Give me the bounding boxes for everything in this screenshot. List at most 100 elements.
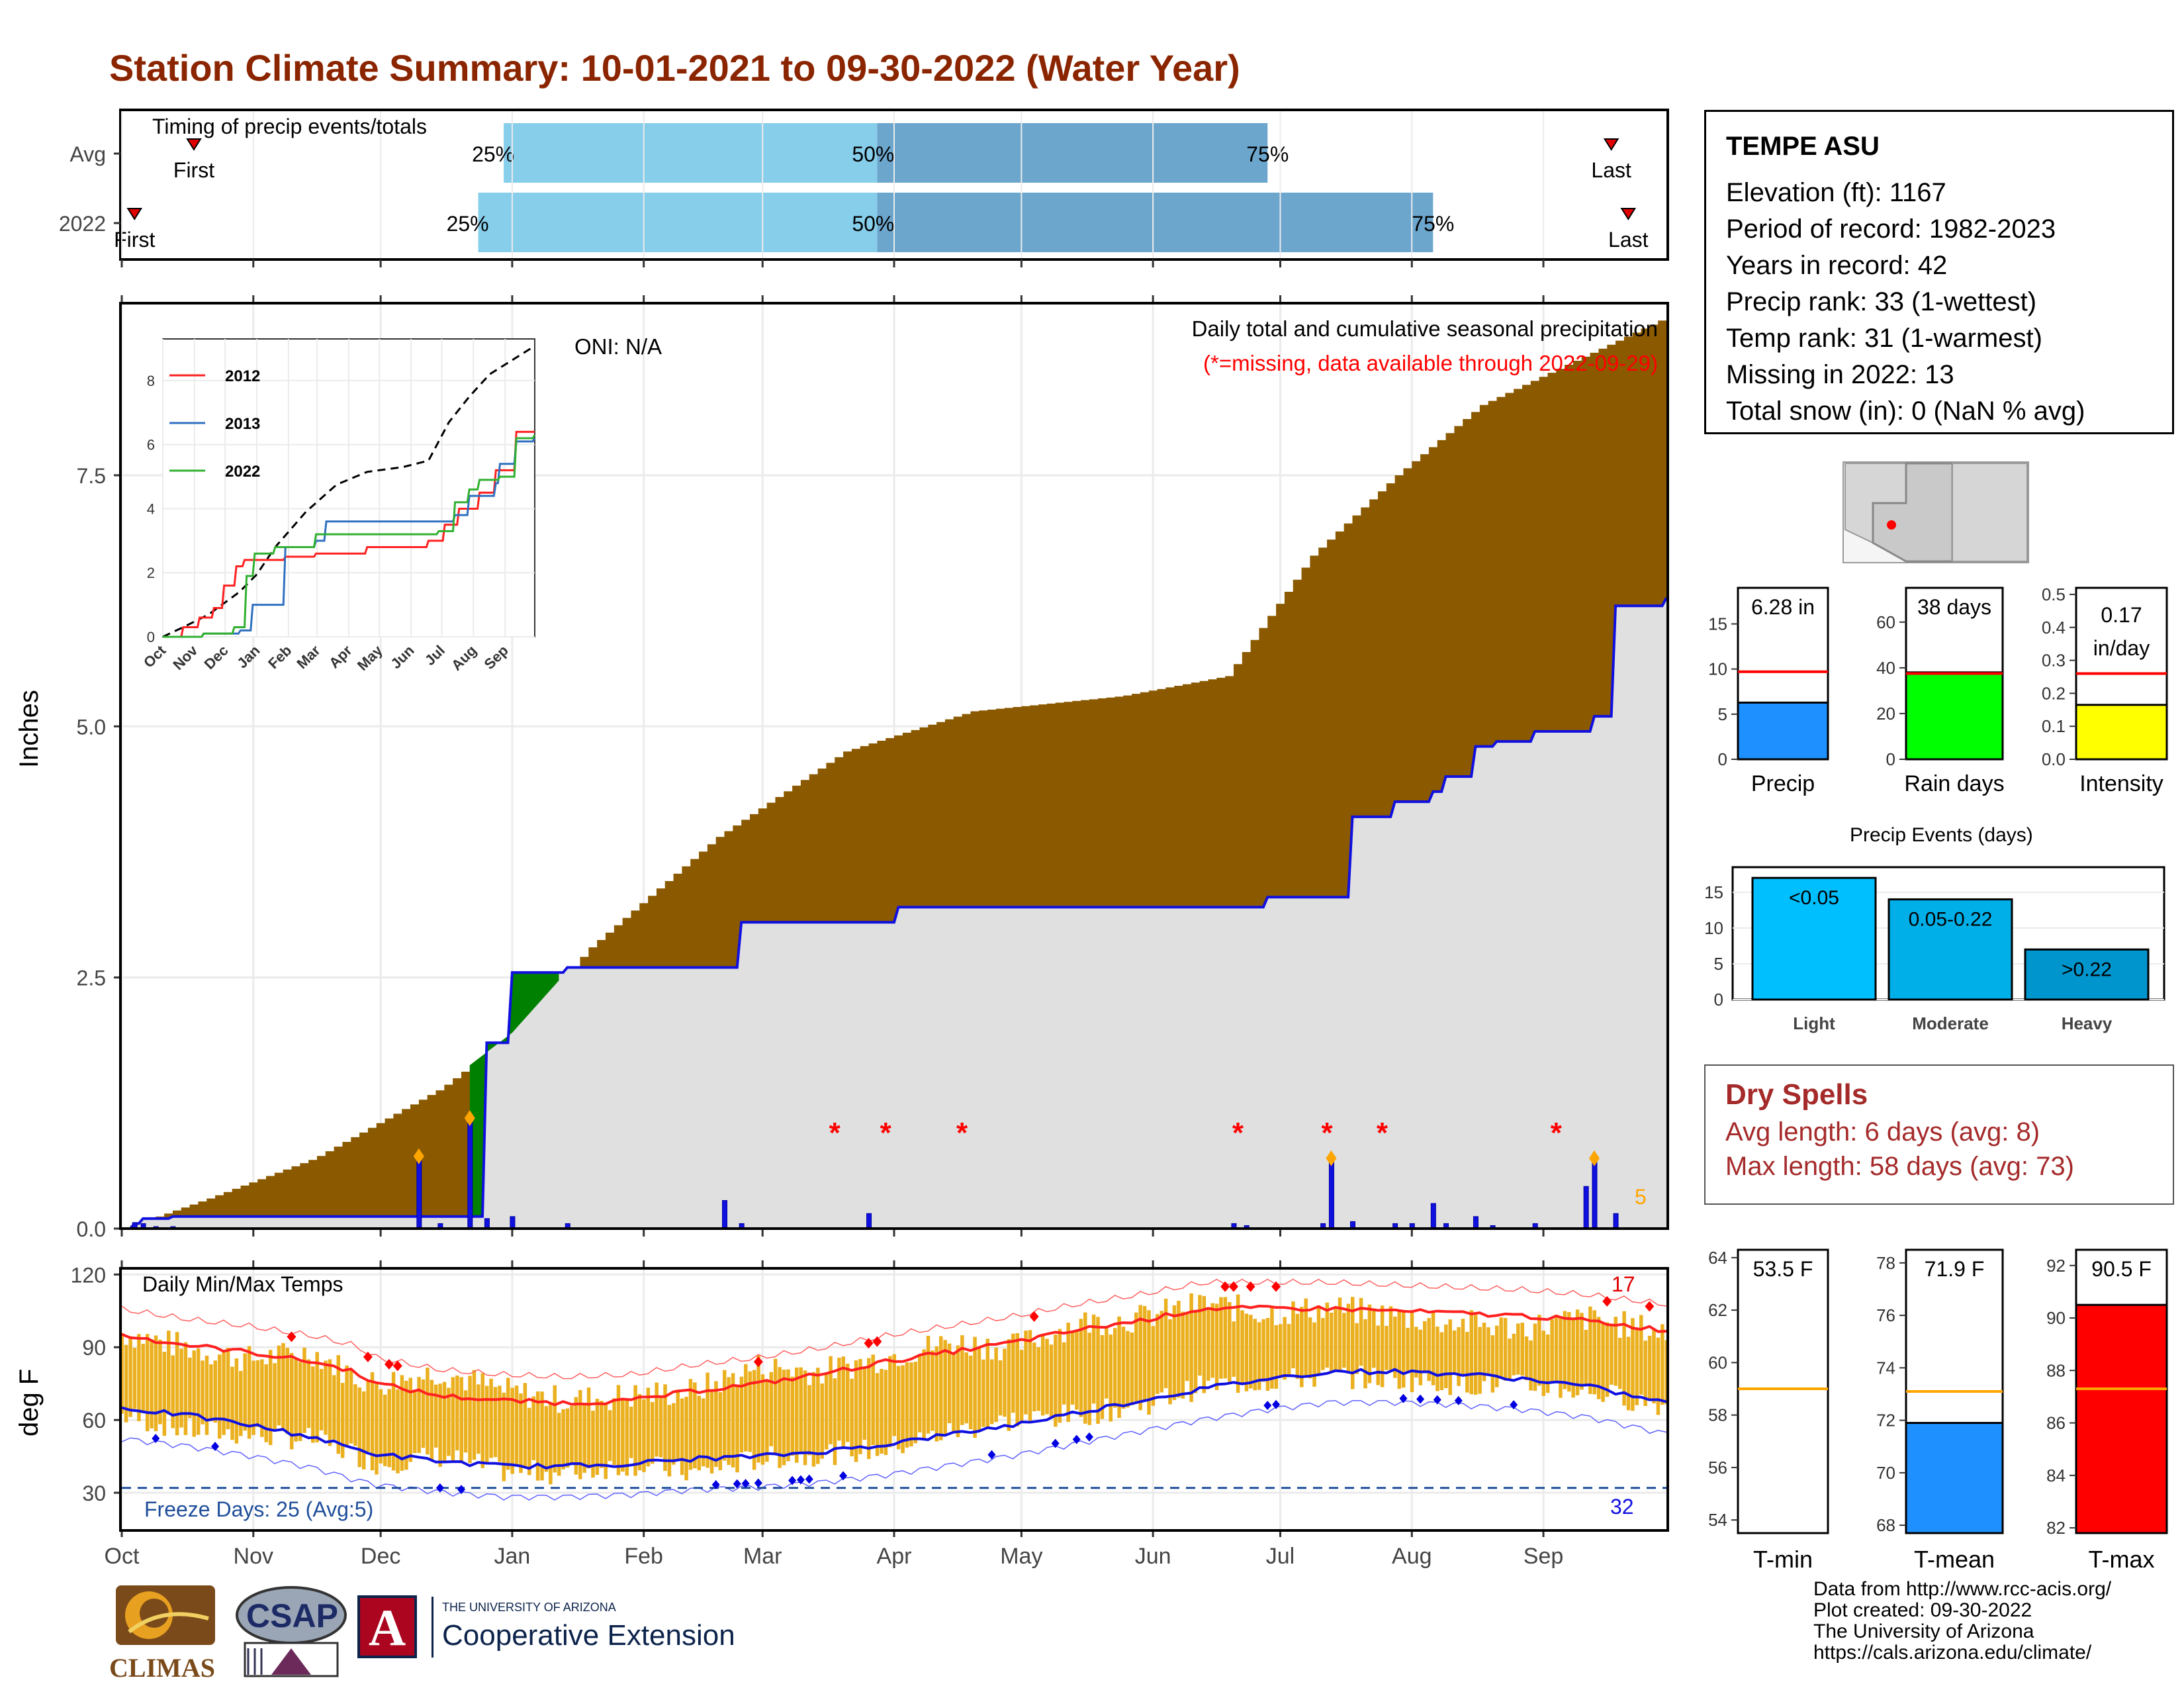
record-low-marker [1085, 1432, 1093, 1442]
daily-temp-bar [137, 1334, 141, 1421]
daily-temp-bar [960, 1335, 964, 1425]
daily-temp-bar [285, 1348, 290, 1434]
daily-temp-bar [158, 1339, 162, 1425]
daily-temp-bar [561, 1409, 565, 1470]
station-location-marker [1887, 520, 1896, 530]
daily-temp-bar [1401, 1309, 1406, 1388]
daily-temp-bar [735, 1386, 739, 1473]
daily-temp-bar [1265, 1317, 1270, 1391]
heavy-precip-marker [464, 1110, 475, 1127]
csap-logo[interactable]: CSAP [232, 1582, 351, 1681]
daily-temp-bar [744, 1364, 748, 1452]
daily-temp-bar [519, 1393, 523, 1474]
mini-xlabel-Precip: Precip [1751, 771, 1815, 796]
mini-bar-Precip [1737, 701, 1829, 761]
daily-temp-bar [451, 1377, 455, 1462]
daily-temp-bar [396, 1389, 400, 1474]
mini-ytick-label: 0.0 [2042, 749, 2066, 769]
daily-temp-bar [824, 1372, 829, 1450]
daily-temp-bar [586, 1387, 591, 1469]
daily-temp-bar [637, 1393, 642, 1471]
daily-temp-bar [540, 1391, 544, 1481]
inset-ytick-label: 6 [147, 437, 155, 453]
daily-temp-bar [480, 1373, 485, 1468]
daily-temp-bar [1040, 1333, 1045, 1416]
daily-temp-bar [676, 1389, 680, 1460]
inset-ytick-label: 8 [147, 373, 155, 389]
inset-month-label: Apr [326, 642, 355, 672]
daily-temp-bar [1304, 1298, 1308, 1378]
tempbar-ytick-label: 68 [1876, 1515, 1895, 1535]
daily-precip-bar [1592, 1158, 1598, 1229]
daily-temp-bar [523, 1383, 527, 1467]
month-axis-label: Jun [1135, 1544, 1171, 1569]
climas-logo[interactable]: CLIMAS [109, 1579, 222, 1681]
events-ytick-label: 10 [1704, 918, 1723, 938]
daily-temp-bar [1610, 1323, 1614, 1385]
precip-ylabel-text: Inches [15, 690, 44, 768]
cumulative-2022-area [122, 598, 1666, 1229]
ua-extension-logo[interactable]: A THE UNIVERSITY OF ARIZONA Cooperative … [357, 1595, 741, 1668]
record-low-marker [152, 1433, 160, 1443]
daily-temp-bar [1321, 1318, 1325, 1370]
tempbar-ytick-label: 82 [2046, 1518, 2066, 1538]
daily-temp-bar [340, 1383, 345, 1458]
daily-temp-bar [379, 1389, 383, 1464]
daily-temp-bar [234, 1358, 239, 1444]
record-low-marker [1272, 1399, 1281, 1409]
record-low-marker [839, 1471, 848, 1481]
daily-temp-bar [1559, 1316, 1563, 1398]
events-bar-Light [1751, 876, 1877, 1001]
daily-temp-bar [247, 1346, 251, 1439]
record-high-marker [1602, 1295, 1612, 1307]
precip-ytick-label: 7.5 [77, 464, 106, 488]
month-axis-label: May [1000, 1544, 1042, 1569]
station-years: Years in record: 42 [1726, 251, 1948, 280]
daily-temp-bar [463, 1390, 468, 1453]
daily-temp-bar [468, 1376, 472, 1464]
station-info-box: TEMPE ASU Elevation (ft): 1167 Period of… [1704, 110, 2174, 434]
daily-temp-bar [1045, 1338, 1049, 1415]
daily-temp-bar [994, 1347, 998, 1423]
daily-temp-bar [1036, 1347, 1041, 1411]
daily-temp-bar [141, 1344, 146, 1413]
daily-temp-bar [1592, 1310, 1596, 1395]
daily-temp-bar [1329, 1313, 1334, 1373]
daily-temp-bar [1062, 1342, 1066, 1405]
daily-temp-bar [430, 1380, 434, 1461]
mini-bar-Rain days [1905, 671, 2004, 761]
daily-temp-bar [600, 1401, 604, 1468]
daily-temp-bar [1520, 1323, 1524, 1376]
inset-month-label: Aug [448, 642, 480, 674]
tempbar-T-max [2075, 1303, 2168, 1534]
daily-temp-bar [1126, 1331, 1130, 1408]
daily-temp-bar [226, 1348, 230, 1430]
daily-temp-bar [1656, 1337, 1661, 1415]
tempbar-ytick-label: 56 [1708, 1458, 1727, 1477]
daily-temp-bar [239, 1370, 243, 1436]
daily-temp-bar [884, 1370, 888, 1456]
daily-temp-bar [1325, 1302, 1330, 1368]
daily-temp-bar [493, 1387, 498, 1458]
daily-temp-bar [977, 1347, 981, 1432]
cold-days-count: 32 [1610, 1495, 1634, 1519]
daily-temp-bar [1015, 1333, 1019, 1427]
daily-temp-bar [442, 1382, 447, 1462]
daily-temp-bar [790, 1376, 795, 1456]
daily-temp-bar [917, 1354, 922, 1432]
daily-temp-bar [345, 1365, 349, 1446]
daily-temp-bar [1113, 1328, 1117, 1408]
daily-temp-bar [1156, 1314, 1160, 1394]
daily-temp-bar [701, 1398, 705, 1467]
record-low-marker [987, 1450, 996, 1460]
daily-temp-bar [642, 1399, 646, 1472]
events-bar-Moderate [1888, 898, 2013, 1001]
daily-temp-bar [391, 1372, 396, 1471]
daily-temp-bar [1249, 1315, 1253, 1389]
record-high-marker [1645, 1301, 1655, 1312]
daily-temp-bar [1214, 1303, 1219, 1390]
mini-value-Intensity: 0.17 [2101, 603, 2142, 627]
daily-temp-bar [222, 1351, 226, 1435]
daily-temp-bar [858, 1358, 862, 1454]
inset-legend-label: 2012 [225, 367, 260, 385]
